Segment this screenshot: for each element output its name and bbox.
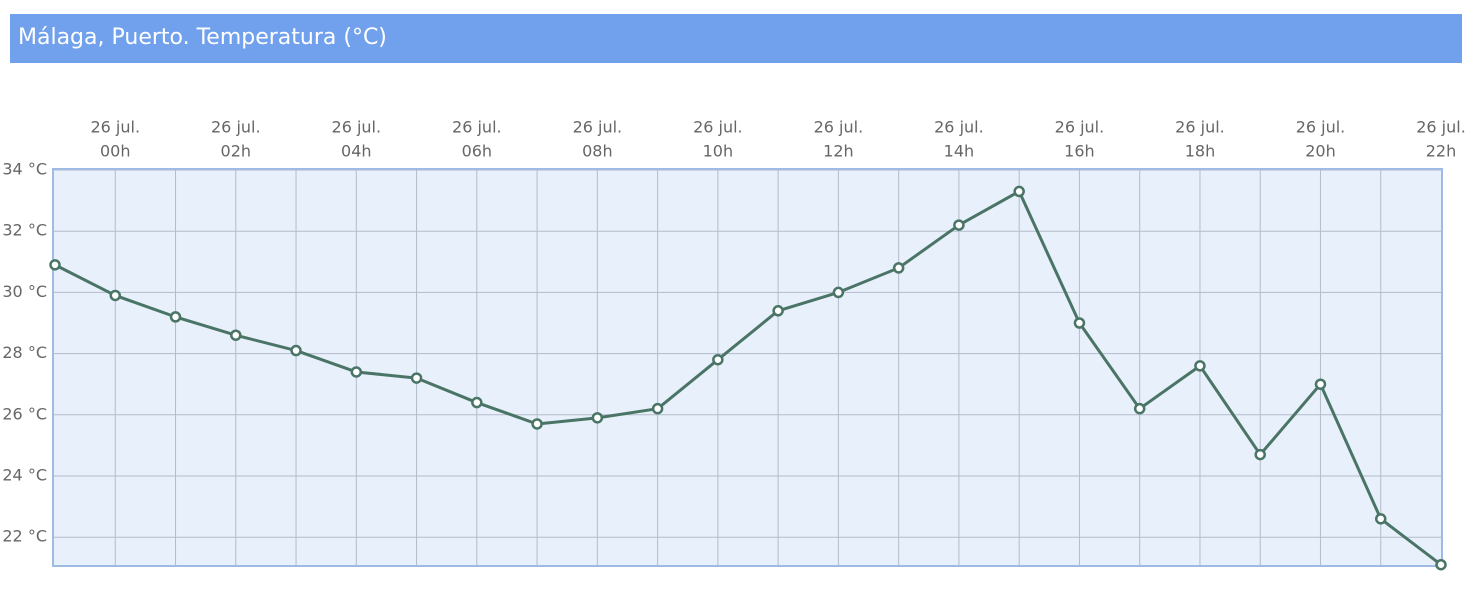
y-tick-label: 22 °C xyxy=(2,527,47,546)
data-point xyxy=(1374,513,1387,525)
x-tick-hour: 02h xyxy=(221,142,252,161)
data-point xyxy=(712,353,724,366)
data-point xyxy=(169,311,182,323)
x-tick-hour: 04h xyxy=(341,142,372,161)
x-tick-date: 26 jul. xyxy=(934,118,984,137)
data-point xyxy=(953,219,965,231)
data-point xyxy=(1435,558,1447,571)
x-tick-date: 26 jul. xyxy=(452,118,502,137)
x-tick-hour: 14h xyxy=(944,142,975,161)
x-tick-hour: 18h xyxy=(1185,142,1216,161)
x-tick-date: 26 jul. xyxy=(1055,118,1105,137)
plot-area xyxy=(53,169,1442,566)
x-tick-date: 26 jul. xyxy=(814,118,864,137)
data-point xyxy=(290,344,302,357)
data-point xyxy=(410,372,423,384)
y-tick-label: 26 °C xyxy=(2,404,47,423)
x-tick-date: 26 jul. xyxy=(1416,118,1466,137)
data-point xyxy=(651,402,664,415)
y-tick-label: 34 °C xyxy=(2,160,47,179)
data-point xyxy=(1314,378,1327,390)
data-point xyxy=(772,305,784,317)
x-tick-hour: 22h xyxy=(1426,142,1457,161)
y-tick-label: 28 °C xyxy=(2,343,47,362)
data-point xyxy=(1254,448,1266,461)
data-point xyxy=(832,286,845,299)
x-tick-date: 26 jul. xyxy=(1296,118,1346,137)
x-tick-date: 26 jul. xyxy=(332,118,382,137)
x-tick-date: 26 jul. xyxy=(573,118,623,137)
y-tick-label: 32 °C xyxy=(2,221,47,240)
header: Málaga, Puerto. Temperatura (°C) xyxy=(10,14,1462,63)
data-point xyxy=(350,366,363,378)
x-tick-date: 26 jul. xyxy=(90,118,140,137)
x-tick-date: 26 jul. xyxy=(693,118,743,137)
plot-border xyxy=(52,168,1443,567)
temperature-line xyxy=(54,189,1442,566)
data-point xyxy=(471,396,483,409)
y-tick-label: 24 °C xyxy=(2,466,47,485)
data-point xyxy=(531,418,543,430)
data-point xyxy=(1194,360,1206,372)
x-tick-date: 26 jul. xyxy=(211,118,261,137)
x-tick-hour: 12h xyxy=(823,142,854,161)
chart-title: Málaga, Puerto. Temperatura (°C) xyxy=(18,25,387,50)
x-tick-hour: 08h xyxy=(582,142,613,161)
x-tick-hour: 16h xyxy=(1064,142,1095,161)
data-point xyxy=(1013,185,1025,198)
x-tick-hour: 10h xyxy=(703,142,734,161)
x-tick-hour: 20h xyxy=(1305,142,1336,161)
data-point xyxy=(1073,317,1086,329)
data-point xyxy=(1133,402,1146,415)
x-tick-hour: 00h xyxy=(100,142,131,161)
data-point xyxy=(230,329,242,341)
x-tick-hour: 06h xyxy=(462,142,493,161)
y-tick-label: 30 °C xyxy=(2,282,47,301)
data-point xyxy=(591,412,604,424)
data-point xyxy=(109,289,122,302)
data-point xyxy=(892,262,905,274)
data-point xyxy=(49,259,61,271)
x-tick-date: 26 jul. xyxy=(1175,118,1225,137)
